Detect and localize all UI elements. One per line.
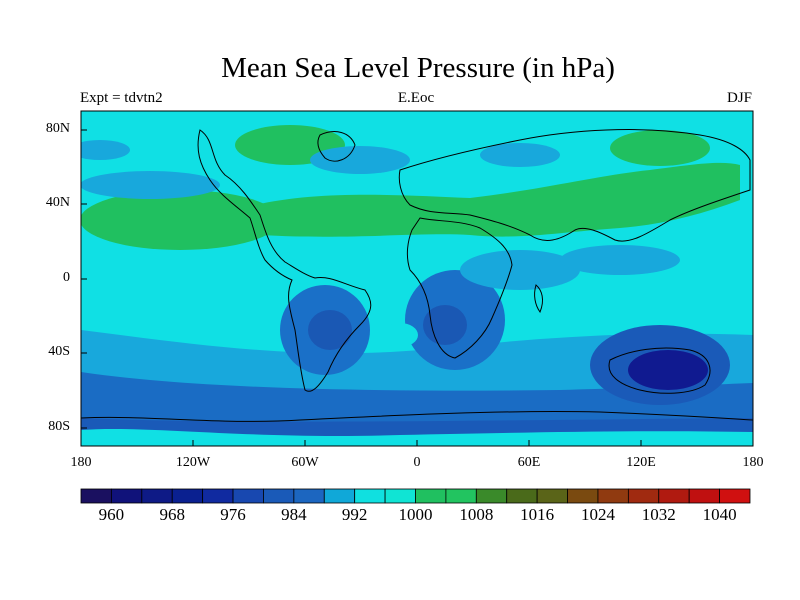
colorbar-swatch [445, 488, 477, 504]
colorbar-label: 960 [98, 505, 125, 524]
africa-coast [406, 217, 513, 359]
americas-coast [197, 129, 372, 392]
map-title: Mean Sea Level Pressure (in hPa) [221, 52, 615, 84]
colorbar-swatch [688, 488, 720, 504]
coastlines [81, 129, 753, 422]
field-atlantic-high [382, 323, 418, 347]
field-pacific-high [81, 190, 280, 250]
colorbar-swatch [232, 488, 264, 504]
center-label: E.Eoc [397, 90, 435, 106]
season-label: DJF [726, 90, 752, 106]
colorbar-swatch [597, 488, 629, 504]
ytick-40N: 40N [45, 195, 70, 210]
colorbar-swatch [323, 488, 356, 504]
colorbar-swatch [354, 488, 386, 504]
field-barents-low [480, 143, 560, 167]
australia-coast [608, 347, 711, 394]
xtick-180w: 180 [70, 455, 92, 470]
colorbar [80, 488, 751, 504]
xtick-0: 0 [413, 455, 421, 470]
ytick-40S: 40S [48, 344, 70, 359]
colorbar-swatch [719, 488, 751, 504]
colorbar-label: 992 [341, 505, 368, 524]
colorbar-label: 1024 [580, 505, 615, 524]
colorbar-label: 1008 [459, 505, 494, 524]
colorbar-swatch [111, 488, 143, 504]
colorbar-label: 976 [220, 505, 246, 524]
field-aleutian-low [81, 171, 220, 199]
colorbar-swatch [627, 488, 660, 504]
colorbar-label: 1000 [398, 505, 433, 524]
xtick-180e: 180 [742, 455, 764, 470]
greenland-coast [317, 131, 356, 162]
field-icelandic-low [310, 146, 410, 174]
colorbar-swatch [293, 488, 325, 504]
xtick-60E: 60E [517, 455, 541, 470]
field-beaufort-low [81, 140, 130, 160]
colorbar-swatch [506, 488, 538, 504]
field-indian-band [460, 250, 580, 290]
xtick-120E: 120E [626, 455, 656, 470]
colorbar-swatch [171, 488, 204, 504]
field-siberian-high [610, 130, 710, 166]
madagascar-coast [534, 284, 544, 314]
xtick-60W: 60W [291, 455, 319, 470]
colorbar-label: 968 [159, 505, 185, 524]
antarctica-coast [81, 411, 753, 422]
field-sa-low-core [308, 310, 352, 350]
colorbar-swatch [567, 488, 599, 504]
colorbar-swatch [475, 488, 508, 504]
field-eurasian-high [255, 162, 740, 237]
colorbar-label: 984 [281, 505, 307, 524]
xtick-120W: 120W [175, 455, 211, 470]
pressure-field [81, 111, 753, 446]
field-aus-low-core [628, 350, 708, 390]
eurasia-coast [398, 129, 751, 242]
colorbar-swatch [658, 488, 690, 504]
ytick-80S: 80S [48, 419, 70, 434]
colorbar-swatch [202, 488, 234, 504]
experiment-label: Expt = tdvtn2 [80, 90, 163, 106]
field-antarctic-edge [81, 428, 753, 446]
colorbar-label: 1016 [520, 505, 555, 524]
colorbar-swatch [263, 488, 295, 504]
colorbar-label: 1032 [641, 505, 676, 524]
ytick-0: 0 [63, 270, 70, 285]
colorbar-label: 1040 [702, 505, 737, 524]
colorbar-swatch [536, 488, 568, 504]
field-indonesia-band [560, 245, 680, 275]
colorbar-swatch [384, 488, 416, 504]
colorbar-swatch [415, 488, 447, 504]
colorbar-swatch [141, 488, 173, 504]
axis-ticks [80, 129, 754, 446]
colorbar-swatch [80, 488, 112, 504]
ytick-80N: 80N [45, 121, 70, 136]
